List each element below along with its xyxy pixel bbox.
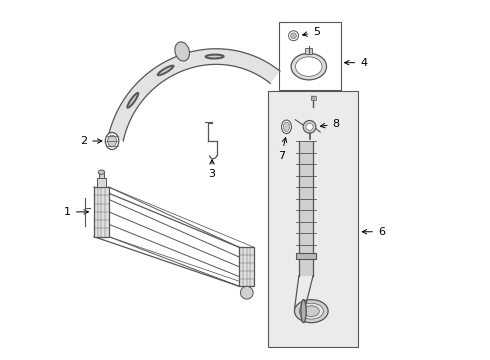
Polygon shape — [108, 49, 280, 141]
Text: 3: 3 — [209, 160, 216, 179]
Text: 2: 2 — [80, 136, 102, 146]
Ellipse shape — [295, 57, 322, 76]
Circle shape — [303, 121, 316, 133]
Ellipse shape — [108, 135, 117, 147]
Circle shape — [241, 286, 253, 299]
Bar — [268, 91, 358, 347]
Ellipse shape — [105, 132, 119, 149]
Text: 5: 5 — [303, 27, 320, 37]
Ellipse shape — [98, 170, 105, 174]
Circle shape — [289, 31, 298, 41]
Circle shape — [306, 123, 313, 130]
Bar — [305, 48, 312, 54]
Bar — [98, 172, 104, 178]
Text: 6: 6 — [362, 227, 385, 237]
Bar — [299, 141, 313, 244]
Ellipse shape — [303, 306, 319, 316]
Ellipse shape — [127, 93, 139, 108]
Bar — [94, 187, 109, 237]
Text: 1: 1 — [64, 207, 88, 217]
Ellipse shape — [282, 120, 292, 134]
Ellipse shape — [283, 122, 290, 131]
Ellipse shape — [291, 53, 326, 80]
Bar — [299, 244, 313, 276]
Text: 8: 8 — [320, 119, 340, 129]
Bar — [97, 178, 106, 187]
Text: 4: 4 — [344, 58, 368, 68]
Bar — [296, 253, 316, 259]
Ellipse shape — [299, 303, 323, 319]
Bar — [311, 96, 316, 100]
Bar — [239, 247, 254, 286]
Ellipse shape — [294, 300, 328, 323]
Bar — [279, 22, 341, 90]
Ellipse shape — [301, 300, 306, 323]
Ellipse shape — [205, 54, 224, 59]
Text: 7: 7 — [278, 138, 287, 161]
Ellipse shape — [175, 42, 190, 61]
Circle shape — [291, 33, 296, 39]
Ellipse shape — [158, 66, 173, 76]
